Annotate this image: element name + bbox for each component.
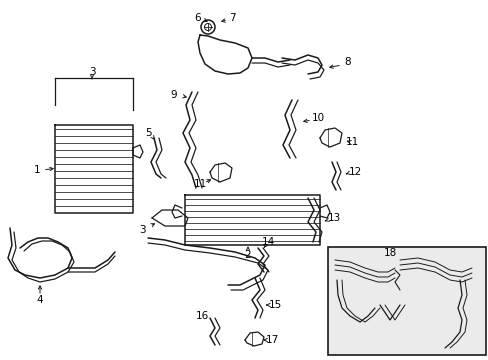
- Text: 17: 17: [265, 335, 278, 345]
- Text: 11: 11: [193, 179, 206, 189]
- Text: 11: 11: [345, 137, 358, 147]
- Text: 9: 9: [170, 90, 177, 100]
- Text: 16: 16: [195, 311, 208, 321]
- Text: 13: 13: [326, 213, 340, 223]
- Text: 4: 4: [37, 295, 43, 305]
- Text: 8: 8: [344, 57, 350, 67]
- Text: 3: 3: [139, 225, 145, 235]
- Text: 18: 18: [383, 248, 396, 258]
- Text: 1: 1: [34, 165, 40, 175]
- Text: 5: 5: [144, 128, 151, 138]
- Bar: [327, 247, 485, 355]
- Text: 2: 2: [244, 250, 251, 260]
- Text: 14: 14: [261, 237, 274, 247]
- Text: 6: 6: [194, 13, 201, 23]
- Text: 12: 12: [347, 167, 361, 177]
- Text: 15: 15: [268, 300, 281, 310]
- Text: 10: 10: [311, 113, 324, 123]
- Text: 7: 7: [228, 13, 235, 23]
- Text: 3: 3: [88, 67, 95, 77]
